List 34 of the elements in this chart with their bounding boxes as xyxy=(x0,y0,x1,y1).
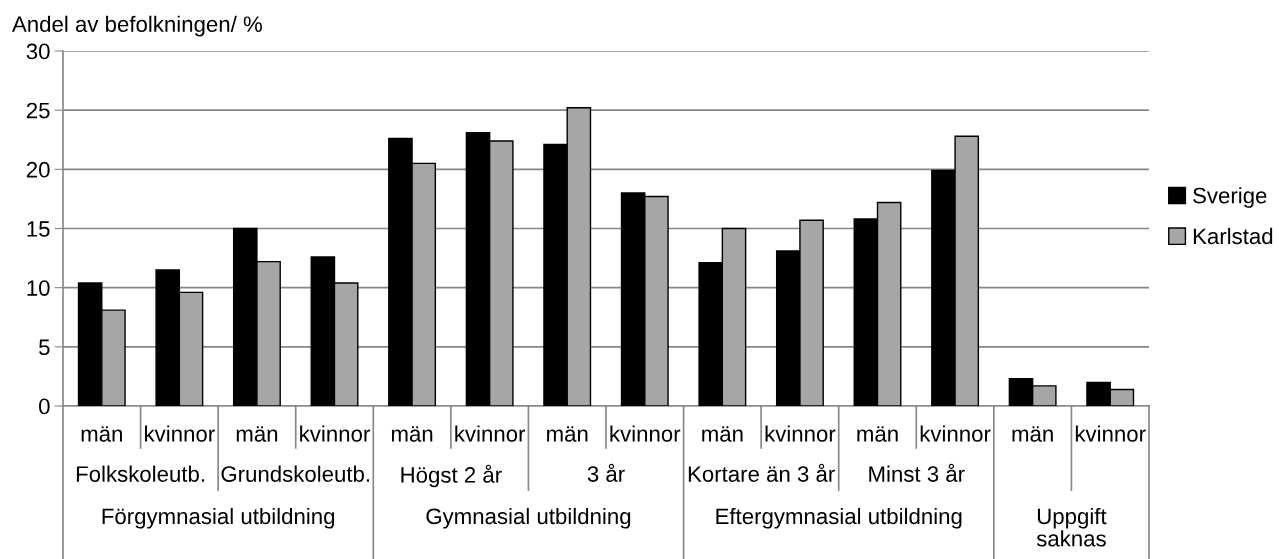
x-tick-label: kvinnor xyxy=(920,425,991,442)
x-tick-label: kvinnor xyxy=(145,425,215,442)
x-tick-label: kvinnor xyxy=(610,425,681,442)
text: 3 år xyxy=(587,463,625,482)
y-tick-label: 20 xyxy=(26,161,50,178)
x-tick-label: män xyxy=(857,426,898,442)
y-axis-title: Andel av befolkningen/ % xyxy=(12,15,262,37)
x-tick-label: män xyxy=(391,426,433,442)
text: Kortare än 3 år xyxy=(688,463,835,482)
x-tick-label: män xyxy=(236,426,278,442)
y-tick-label: 30 xyxy=(26,43,50,60)
x-tick-label: kvinnor xyxy=(1075,425,1146,442)
y-tick-label: 25 xyxy=(26,102,50,119)
text: Grundskoleutb. xyxy=(221,465,370,482)
x-tick-label: män xyxy=(1012,426,1053,442)
text: Gymnasial utbildning xyxy=(426,507,631,529)
text: Folkskoleutb. xyxy=(76,465,205,482)
text: Förgymnasial utbildning xyxy=(102,507,335,529)
y-tick-label: 5 xyxy=(39,339,50,356)
y-tick-label: 15 xyxy=(27,221,50,237)
x-tick-label: kvinnor xyxy=(765,425,836,442)
x-tick-label: kvinnor xyxy=(300,425,370,442)
legend-label: Karlstad xyxy=(1193,227,1273,245)
y-tick-label: 10 xyxy=(27,280,50,296)
text: Minst 3 år xyxy=(869,463,965,482)
text: Högst 2 år xyxy=(401,464,502,488)
x-tick-label: män xyxy=(702,426,743,442)
x-tick-label: män xyxy=(81,426,122,442)
y-tick-label: 0 xyxy=(39,398,50,415)
legend-label: Sverige xyxy=(1193,187,1267,208)
x-tick-label: män xyxy=(547,426,588,442)
x-tick-label: kvinnor xyxy=(455,425,526,442)
text: Eftergymnasial utbildning xyxy=(716,507,962,529)
text: Uppgift saknas xyxy=(1036,507,1107,547)
